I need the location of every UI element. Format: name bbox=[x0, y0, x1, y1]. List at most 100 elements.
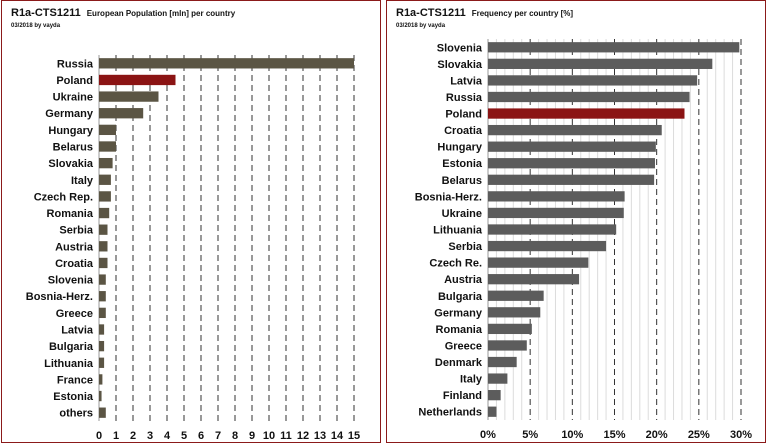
category-label: Estonia bbox=[53, 391, 94, 403]
bar-latvia bbox=[99, 324, 105, 335]
category-label: Slovenia bbox=[437, 42, 483, 54]
category-label: Romania bbox=[436, 324, 483, 336]
bar-czech-rep- bbox=[99, 191, 111, 202]
bar-austria bbox=[488, 274, 580, 285]
bar-netherlands bbox=[488, 406, 497, 417]
category-label: Germany bbox=[434, 307, 483, 319]
category-label: Ukraine bbox=[53, 92, 93, 104]
x-tick-label: 7 bbox=[215, 430, 221, 442]
category-label: Bosnia-Herz. bbox=[415, 191, 482, 203]
bar-germany bbox=[488, 307, 541, 318]
category-label: Czech Re. bbox=[429, 258, 482, 270]
bar-czech-re- bbox=[488, 257, 589, 268]
category-label: Poland bbox=[445, 109, 482, 121]
frequency-chart-title: R1a-CTS1211 Frequency per country [%] bbox=[396, 7, 574, 19]
bar-denmark bbox=[488, 356, 517, 368]
bar-slovenia bbox=[99, 274, 106, 285]
bar-france bbox=[99, 374, 103, 385]
category-label: Latvia bbox=[450, 75, 483, 87]
frequency-chart-credit: 03/2018 by vayda bbox=[396, 23, 446, 29]
bar-estonia bbox=[99, 390, 102, 402]
category-label: Austria bbox=[55, 241, 94, 253]
category-label: Latvia bbox=[61, 325, 94, 337]
bar-belarus bbox=[488, 174, 655, 185]
category-label: Lithuania bbox=[433, 225, 483, 237]
bar-ukraine bbox=[488, 207, 624, 219]
category-label: Czech Rep. bbox=[34, 191, 93, 203]
bar-estonia bbox=[488, 158, 655, 169]
frequency-chart-panel: R1a-CTS1211 Frequency per country [%] 03/… bbox=[386, 0, 766, 443]
x-tick-label: 0 bbox=[96, 430, 102, 442]
category-label: Greece bbox=[445, 340, 482, 352]
x-tick-label: 14 bbox=[331, 430, 344, 442]
category-label: Ukraine bbox=[442, 208, 482, 220]
frequency-bar-chart: Slovenia Slovakia Latvia Russia Poland Croati… bbox=[415, 39, 752, 441]
category-label: Belarus bbox=[442, 175, 482, 187]
category-label: France bbox=[57, 374, 93, 386]
x-tick-label: 9 bbox=[249, 430, 255, 442]
category-label: Netherlands bbox=[418, 407, 482, 419]
bar-others bbox=[99, 407, 106, 418]
x-tick-label: 10 bbox=[263, 430, 275, 442]
x-tick-label: 20% bbox=[646, 429, 668, 441]
category-label: Romania bbox=[47, 208, 94, 220]
x-tick-label: 15 bbox=[348, 430, 360, 442]
bar-slovakia bbox=[99, 157, 113, 169]
bar-slovakia bbox=[488, 58, 713, 69]
bar-croatia bbox=[488, 124, 662, 136]
category-label: Bosnia-Herz. bbox=[26, 291, 93, 303]
x-tick-label: 8 bbox=[232, 430, 238, 442]
bar-serbia bbox=[488, 240, 607, 252]
bar-bulgaria bbox=[488, 290, 544, 301]
category-label: Slovenia bbox=[48, 275, 94, 287]
bar-romania bbox=[99, 207, 110, 219]
bar-lithuania bbox=[488, 224, 617, 235]
category-label: Slovakia bbox=[437, 59, 483, 71]
x-tick-label: 1 bbox=[113, 430, 119, 442]
bar-austria bbox=[99, 241, 108, 252]
bar-latvia bbox=[488, 75, 698, 86]
category-label: Lithuania bbox=[44, 358, 94, 370]
bar-greece bbox=[488, 340, 527, 351]
frequency-chart-subtitle: Frequency per country [%] bbox=[471, 9, 574, 18]
population-chart-title: R1a-CTS1211 European Population [mln] per… bbox=[11, 7, 236, 19]
category-label: Russia bbox=[57, 58, 94, 70]
x-tick-label: 3 bbox=[147, 430, 153, 442]
x-tick-label: 0% bbox=[480, 429, 496, 441]
bar-hungary bbox=[99, 124, 116, 136]
category-label: Bulgaria bbox=[438, 291, 483, 303]
category-label: Hungary bbox=[437, 142, 483, 154]
x-tick-label: 5 bbox=[181, 430, 187, 442]
bar-hungary bbox=[488, 141, 656, 152]
x-tick-label: 25% bbox=[688, 429, 710, 441]
bar-serbia bbox=[99, 224, 108, 235]
bar-lithuania bbox=[99, 357, 105, 368]
x-tick-label: 30% bbox=[730, 429, 752, 441]
x-tick-label: 13 bbox=[314, 430, 326, 442]
category-label: Hungary bbox=[48, 125, 94, 137]
bar-poland bbox=[99, 74, 176, 86]
population-chart-subtitle: European Population [mln] per country bbox=[86, 9, 236, 18]
category-label: Italy bbox=[71, 175, 94, 187]
bar-ukraine bbox=[99, 91, 159, 102]
x-tick-label: 15% bbox=[603, 429, 625, 441]
population-chart-panel: R1a-CTS1211 European Population [mln] per… bbox=[1, 0, 381, 443]
category-label: others bbox=[59, 408, 93, 420]
category-label: Finland bbox=[443, 390, 482, 402]
x-tick-label: 10% bbox=[561, 429, 583, 441]
bar-belarus bbox=[99, 141, 116, 152]
x-tick-label: 5% bbox=[522, 429, 538, 441]
x-tick-label: 2 bbox=[130, 430, 136, 442]
bar-russia bbox=[488, 91, 690, 103]
bar-greece bbox=[99, 307, 106, 319]
bar-croatia bbox=[99, 257, 108, 269]
bar-finland bbox=[488, 390, 501, 401]
bar-russia bbox=[99, 58, 354, 69]
bar-bosnia-herz- bbox=[488, 191, 625, 202]
category-label: Italy bbox=[460, 374, 483, 386]
category-label: Serbia bbox=[448, 241, 483, 253]
category-label: Serbia bbox=[59, 225, 94, 237]
x-tick-label: 6 bbox=[198, 430, 204, 442]
category-label: Russia bbox=[446, 92, 483, 104]
category-label: Belarus bbox=[53, 142, 93, 154]
